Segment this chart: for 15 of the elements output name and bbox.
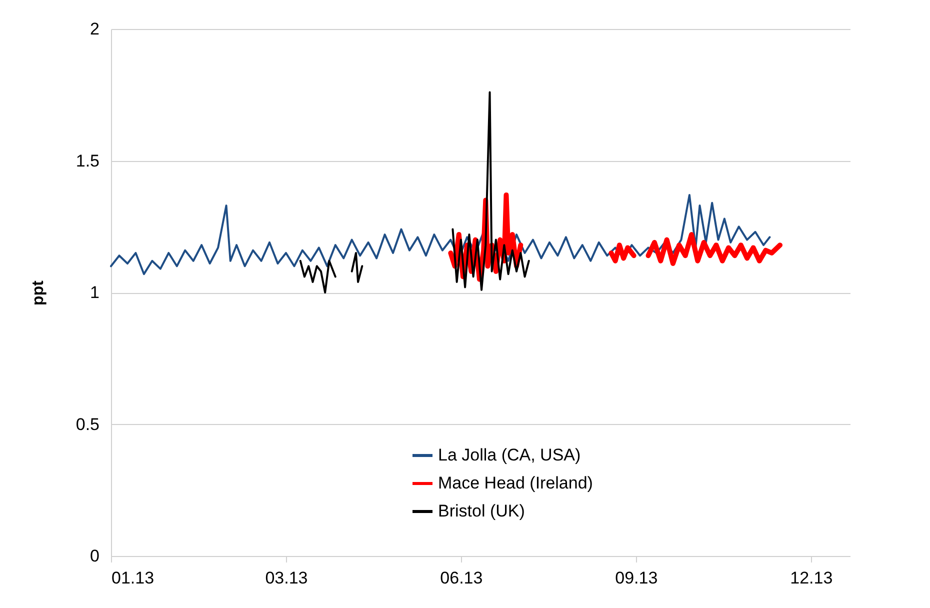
legend-label: Mace Head (Ireland) — [438, 474, 593, 492]
y-tick-label: 1 — [90, 283, 100, 302]
y-tick-label: 1.5 — [76, 151, 100, 170]
x-tick-label: 01.13 — [112, 568, 154, 588]
line-series — [110, 194, 771, 276]
y-tick-label: 0 — [90, 546, 100, 566]
x-tick-label: 03.13 — [265, 568, 308, 588]
legend-label: Bristol (UK) — [438, 502, 525, 520]
y-axis-title: ppt — [30, 280, 47, 306]
legend-label: La Jolla (CA, USA) — [438, 446, 581, 464]
y-tick-label: 2 — [90, 20, 100, 38]
x-tick-label: 06.13 — [440, 568, 483, 588]
x-tick-label: 09.13 — [615, 568, 658, 588]
y-tick-label: 0.5 — [76, 414, 100, 434]
x-tick-label: 12.13 — [790, 568, 833, 588]
